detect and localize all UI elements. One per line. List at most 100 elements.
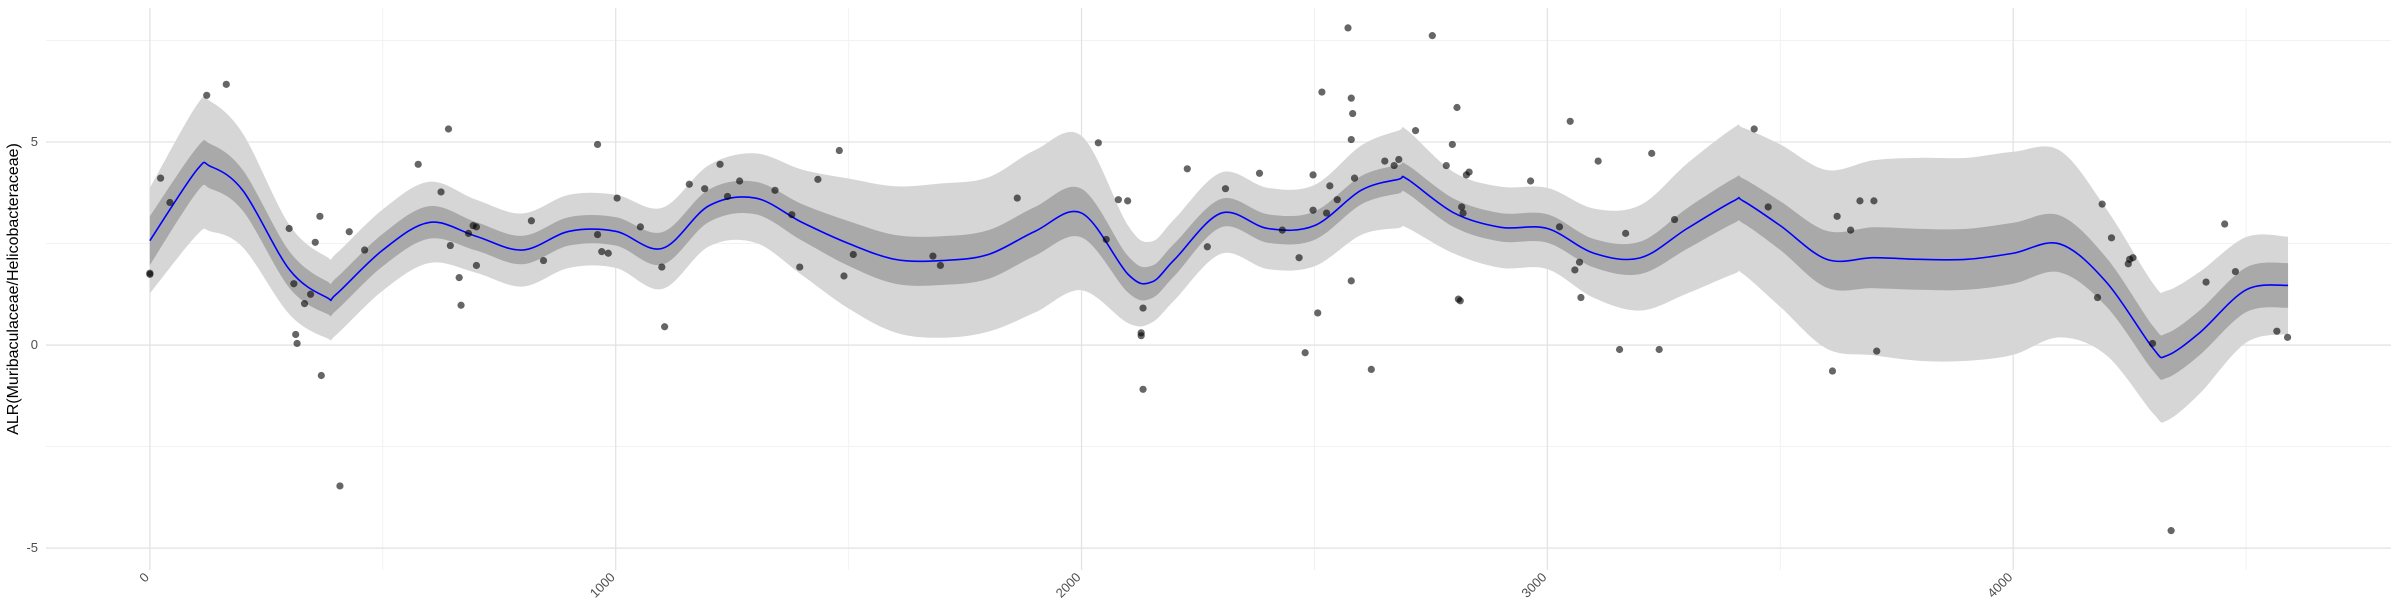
data-point — [2148, 339, 2157, 348]
data-point — [166, 198, 174, 207]
data-point — [222, 80, 230, 88]
data-point — [1833, 212, 1841, 220]
data-point — [1442, 161, 1450, 170]
data-point — [929, 252, 937, 260]
data-point — [444, 125, 453, 133]
data-point — [2093, 293, 2102, 302]
data-point — [723, 192, 732, 201]
data-point — [2129, 254, 2137, 262]
data-point — [300, 300, 309, 308]
data-point — [1203, 243, 1211, 251]
data-point — [1322, 209, 1331, 217]
data-point — [472, 261, 481, 270]
data-point — [1183, 165, 1191, 173]
data-point — [835, 146, 843, 155]
data-point — [1459, 209, 1467, 217]
confidence-band — [149, 96, 2289, 423]
data-point — [1873, 347, 1881, 355]
data-point — [849, 250, 857, 259]
data-point — [593, 140, 602, 149]
data-point — [1856, 197, 1864, 205]
y-tick-label: 5 — [31, 134, 38, 149]
data-point — [598, 248, 606, 256]
data-point — [661, 323, 669, 331]
data-point — [716, 160, 724, 168]
data-point — [203, 91, 211, 99]
data-point — [457, 301, 465, 309]
data-point — [316, 212, 324, 220]
data-point — [2107, 234, 2116, 242]
data-point — [1395, 155, 1403, 164]
data-point — [1124, 197, 1132, 205]
data-point — [658, 263, 666, 271]
data-point — [613, 194, 621, 202]
data-point — [2283, 333, 2292, 341]
data-point — [1139, 385, 1147, 393]
data-point — [156, 174, 165, 182]
data-point — [1428, 32, 1436, 40]
data-point — [1278, 226, 1286, 234]
data-point — [1347, 277, 1355, 285]
data-point — [317, 371, 325, 380]
data-point — [771, 186, 779, 194]
data-point — [361, 246, 369, 254]
data-point — [1527, 177, 1535, 185]
data-point — [1314, 309, 1322, 317]
data-point — [604, 249, 612, 257]
data-point — [1655, 345, 1663, 354]
data-point — [1575, 258, 1584, 266]
data-point — [1347, 94, 1355, 102]
data-point — [1456, 297, 1464, 305]
y-tick-label: 0 — [31, 337, 38, 352]
confidence-band — [149, 140, 2289, 380]
data-point — [146, 270, 154, 278]
x-tick-label: 3000 — [1518, 570, 1549, 600]
data-point — [1847, 226, 1855, 234]
data-point — [1295, 254, 1303, 262]
data-point — [1622, 229, 1630, 237]
data-point — [1139, 304, 1147, 312]
data-point — [1615, 345, 1624, 354]
data-point — [1577, 293, 1585, 302]
data-point — [1555, 223, 1564, 231]
data-point — [472, 223, 481, 231]
data-point — [1333, 196, 1341, 204]
data-point — [1013, 194, 1021, 202]
data-point — [1381, 157, 1389, 165]
fit-line — [149, 161, 2289, 359]
data-point — [446, 241, 454, 250]
data-point — [1670, 215, 1679, 224]
data-point — [2167, 527, 2175, 535]
data-point — [455, 274, 463, 282]
data-point — [1453, 103, 1461, 112]
data-point — [1367, 365, 1375, 374]
data-point — [1465, 168, 1473, 176]
data-point — [936, 261, 944, 270]
data-point — [539, 256, 548, 265]
data-point — [336, 482, 344, 490]
data-point — [437, 188, 445, 196]
data-point — [414, 160, 422, 168]
data-point — [1309, 171, 1317, 179]
data-point — [1344, 24, 1352, 32]
data-point — [311, 238, 319, 246]
data-point — [1870, 197, 1878, 205]
data-point — [1094, 139, 1102, 147]
data-point — [796, 263, 804, 271]
data-point — [1390, 161, 1398, 170]
data-point — [306, 290, 315, 298]
data-point — [464, 229, 473, 237]
data-point — [1114, 196, 1122, 204]
data-point — [1318, 88, 1326, 96]
data-point — [1301, 349, 1309, 357]
y-axis-title: ALR(Muribaculaceae/Helicobacteraceae) — [5, 143, 22, 435]
data-point — [292, 330, 300, 339]
data-point — [527, 217, 535, 225]
data-point — [1750, 125, 1758, 133]
x-tick-label: 0 — [136, 570, 152, 586]
data-point — [701, 185, 709, 193]
data-point — [1347, 135, 1355, 144]
data-point — [1221, 185, 1230, 193]
x-tick-label: 2000 — [1053, 570, 1084, 600]
